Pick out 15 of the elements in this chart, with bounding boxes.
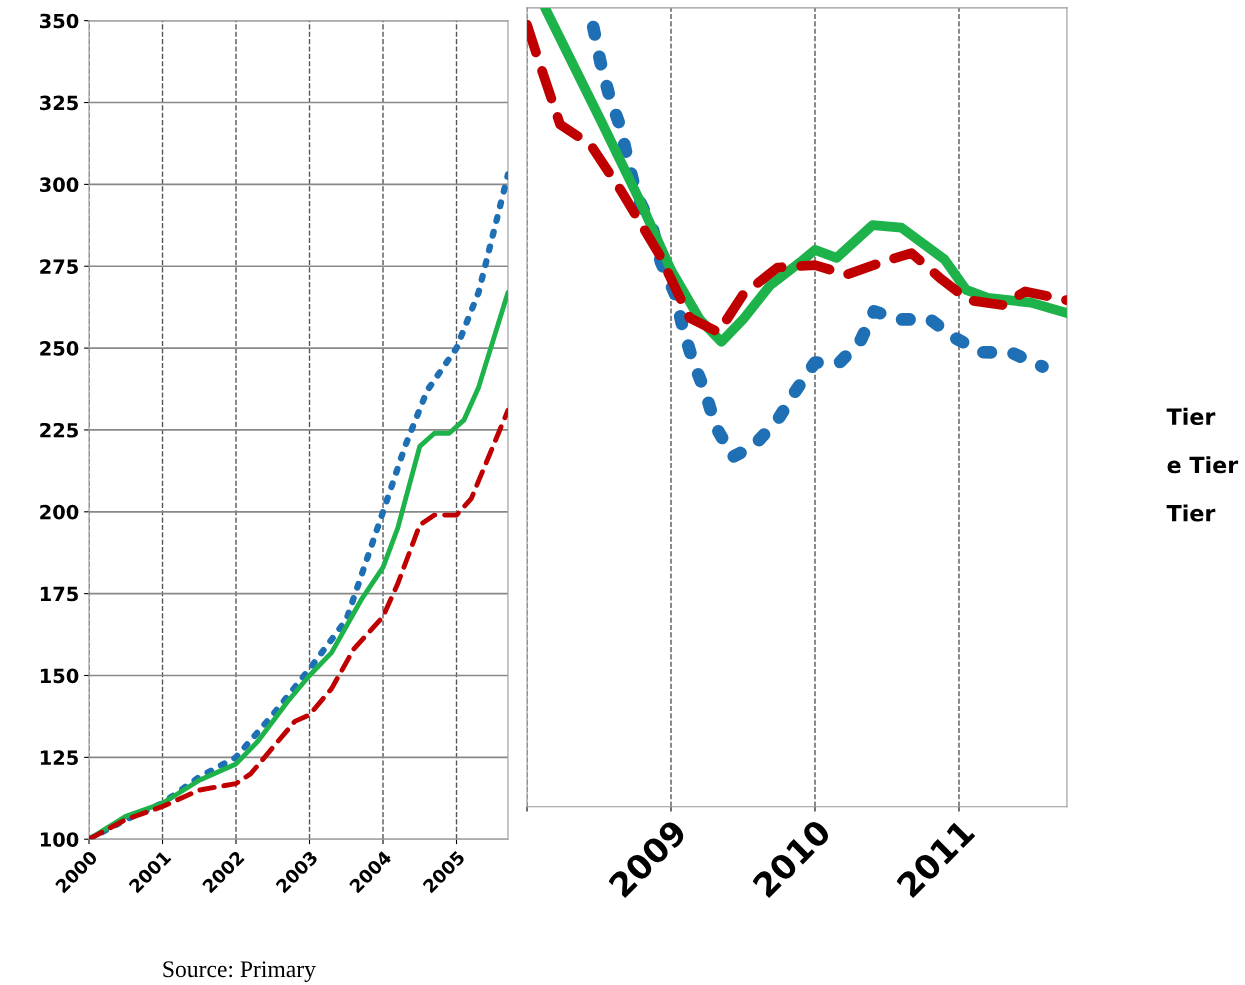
y-tick-label: 300 bbox=[40, 177, 79, 193]
y-tick-label: 225 bbox=[40, 422, 78, 438]
text: Tier bbox=[1166, 504, 1216, 522]
y-tick-label: 350 bbox=[40, 13, 79, 29]
y-tick-label: 150 bbox=[40, 668, 79, 684]
y-tick-label: 250 bbox=[40, 341, 79, 356]
text: Tier bbox=[1166, 407, 1216, 426]
y-tick-label: 125 bbox=[40, 750, 78, 766]
y-tick-label: 100 bbox=[40, 832, 79, 847]
source-note: Source: Primary bbox=[163, 961, 316, 983]
y-tick-label: 200 bbox=[40, 504, 79, 520]
text: e Tier bbox=[1167, 456, 1239, 474]
y-tick-label: 175 bbox=[40, 586, 78, 602]
y-tick-label: 275 bbox=[40, 259, 78, 274]
y-tick-label: 325 bbox=[40, 95, 78, 111]
